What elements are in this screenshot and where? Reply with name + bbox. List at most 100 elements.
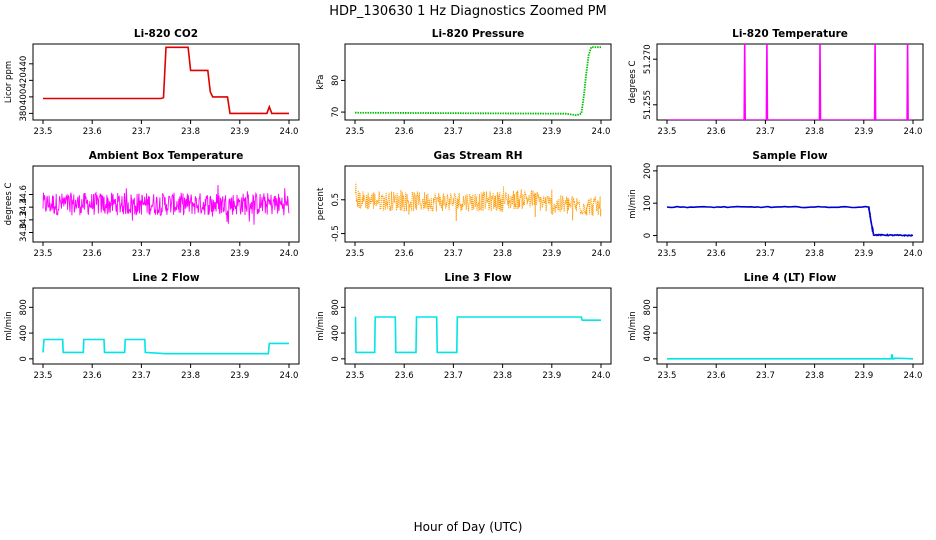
x-tick-label: 23.5	[34, 127, 53, 137]
x-tick-label: 23.9	[230, 249, 249, 259]
y-tick-label: -0.5	[331, 225, 341, 242]
x-tick-label: 24.0	[280, 127, 299, 137]
x-tick-label: 23.6	[83, 127, 102, 137]
x-tick-label: 23.7	[444, 127, 463, 137]
x-tick-label: 23.7	[132, 249, 151, 259]
series-line	[42, 184, 290, 225]
x-tick-label: 23.6	[83, 249, 102, 259]
y-tick-label: 34.6	[19, 185, 29, 204]
x-tick-label: 23.9	[854, 127, 873, 137]
series-line	[354, 182, 602, 222]
x-tick-label: 24.0	[280, 249, 299, 259]
series-group	[667, 44, 913, 120]
x-tick-label: 23.7	[132, 371, 151, 381]
y-tick-label: 800	[643, 299, 653, 315]
y-tick-label: 34.4	[19, 198, 29, 217]
y-tick-label: 51.270	[643, 44, 653, 74]
x-tick-label: 23.6	[707, 127, 726, 137]
y-tick-label: 0	[331, 356, 341, 361]
y-tick-label: 80	[331, 75, 341, 86]
y-axis-label: percent	[316, 187, 326, 220]
x-tick-label: 23.5	[346, 249, 365, 259]
x-tick-label: 24.0	[592, 127, 611, 137]
x-tick-label: 23.5	[658, 249, 677, 259]
panel-5: Gas Stream RH percent 23.5 23.6 23.7 23.8 23.9…	[316, 150, 612, 259]
y-tick-label: 0	[643, 233, 653, 238]
x-tick-label: 23.7	[444, 371, 463, 381]
y-tick-label: 34.2	[19, 210, 29, 229]
y-tick-label: 400	[331, 325, 341, 341]
x-tick-label: 23.6	[83, 371, 102, 381]
x-tick-label: 23.7	[756, 249, 775, 259]
x-tick-label: 23.8	[181, 127, 200, 137]
x-tick-label: 23.5	[34, 249, 53, 259]
panel-title: Ambient Box Temperature	[89, 150, 244, 162]
x-tick-label: 24.0	[904, 249, 923, 259]
y-axis-label: Licor ppm	[4, 61, 14, 103]
x-tick-label: 23.9	[542, 249, 561, 259]
series-group	[42, 184, 290, 225]
series-group	[354, 46, 601, 117]
y-tick-label: 70	[331, 107, 341, 118]
panel-1: Li-820 CO2 Licor ppm 23.5 23.6 23.7 23.8 23.9 2…	[4, 28, 300, 137]
y-tick-label: 440	[19, 56, 29, 72]
x-tick-label: 23.8	[181, 249, 200, 259]
y-tick-label: 0	[19, 356, 29, 361]
panel-6: Sample Flow ml/min 23.5 23.6 23.7 23.8 23.9 24.…	[628, 150, 924, 259]
panel-title: Sample Flow	[752, 150, 827, 162]
panel-title: Line 3 Flow	[444, 272, 511, 284]
series-group	[42, 338, 289, 355]
x-tick-label: 23.8	[805, 127, 824, 137]
x-tick-label: 23.9	[542, 127, 561, 137]
panel-title: Li-820 Temperature	[732, 28, 848, 40]
x-tick-label: 23.6	[395, 249, 414, 259]
panel-7: Line 2 Flow ml/min 23.5 23.6 23.7 23.8 23.9 24.…	[4, 272, 300, 381]
y-tick-label: 51.255	[643, 90, 653, 120]
y-axis-label: ml/min	[628, 311, 638, 341]
panel-3: Li-820 Temperature degrees C 23.5 23.6 23.7 2…	[628, 28, 924, 137]
x-tick-label: 23.5	[34, 371, 53, 381]
series-group	[354, 182, 602, 222]
x-tick-label: 23.9	[854, 371, 873, 381]
plot-frame	[344, 43, 612, 121]
x-tick-label: 24.0	[904, 371, 923, 381]
y-tick-label: 100	[643, 195, 653, 211]
x-tick-label: 23.8	[493, 371, 512, 381]
x-tick-label: 24.0	[592, 371, 611, 381]
y-tick-label: 34.0	[19, 223, 29, 242]
x-tick-label: 23.8	[805, 371, 824, 381]
panel-title: Gas Stream RH	[433, 150, 522, 162]
panels-container: Li-820 CO2 Licor ppm 23.5 23.6 23.7 23.8 23.9 2…	[4, 28, 924, 381]
panel-9: Line 4 (LT) Flow ml/min 23.5 23.6 23.7 23.8 23…	[628, 272, 924, 381]
plot-frame	[656, 165, 924, 243]
x-tick-label: 23.8	[493, 249, 512, 259]
x-tick-label: 23.9	[542, 371, 561, 381]
x-tick-label: 23.8	[493, 127, 512, 137]
series-group	[354, 316, 601, 354]
x-tick-label: 23.5	[658, 371, 677, 381]
series-line	[354, 316, 601, 354]
plot-frame	[656, 43, 924, 121]
panel-8: Line 3 Flow ml/min 23.5 23.6 23.7 23.8 23.9 24.…	[316, 272, 612, 381]
panel-2: Li-820 Pressure kPa 23.5 23.6 23.7 23.8 23.9 24…	[316, 28, 612, 137]
y-tick-label: 0	[643, 356, 653, 361]
y-axis-label: ml/min	[628, 189, 638, 219]
y-axis-label: degrees C	[628, 61, 638, 104]
x-tick-label: 23.9	[854, 249, 873, 259]
x-tick-label: 23.5	[346, 371, 365, 381]
plot-frame	[32, 43, 300, 121]
series-line	[666, 205, 914, 237]
x-tick-label: 24.0	[592, 249, 611, 259]
panel-title: Line 2 Flow	[132, 272, 199, 284]
x-tick-label: 23.7	[444, 249, 463, 259]
panel-title: Line 4 (LT) Flow	[744, 272, 837, 284]
series-line	[42, 338, 289, 355]
panel-title: Li-820 Pressure	[432, 28, 525, 40]
x-tick-label: 23.6	[707, 249, 726, 259]
x-tick-label: 23.6	[395, 371, 414, 381]
y-tick-label: 380	[19, 105, 29, 121]
y-tick-label: 420	[19, 72, 29, 88]
x-tick-label: 23.9	[230, 371, 249, 381]
plot-frame	[32, 165, 300, 243]
